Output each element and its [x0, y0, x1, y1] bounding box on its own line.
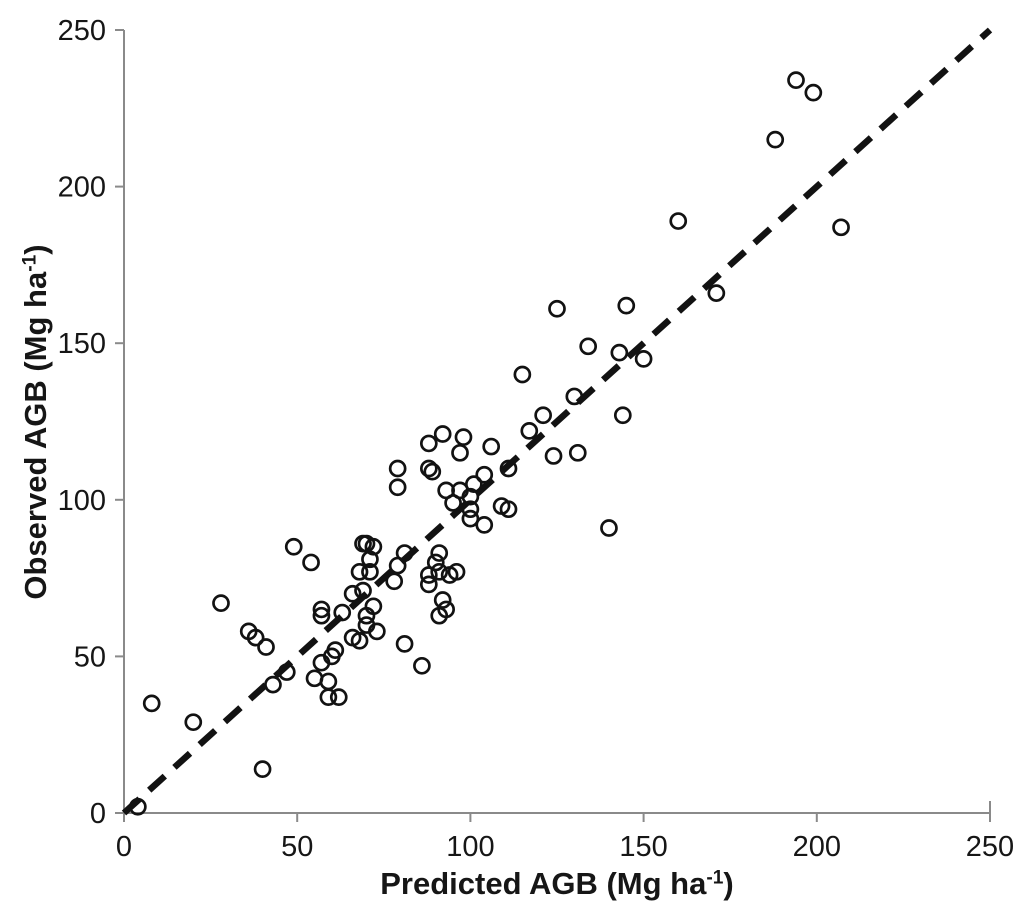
data-point-marker — [312, 606, 331, 625]
data-point-marker — [357, 606, 376, 625]
one-to-one-line — [121, 27, 993, 816]
data-point-marker — [385, 572, 404, 591]
data-point-marker — [461, 487, 480, 506]
y-tick-label: 250 — [58, 15, 106, 47]
data-point-marker — [499, 500, 518, 519]
data-point-marker — [302, 553, 320, 572]
x-tick-label: 0 — [116, 831, 132, 863]
data-point-marker — [451, 443, 469, 462]
data-point-marker — [544, 447, 563, 465]
y-tick-label: 150 — [58, 328, 106, 360]
data-point-marker — [361, 550, 379, 569]
data-point-marker — [419, 459, 438, 478]
data-point-marker — [433, 425, 452, 443]
x-tick-label: 150 — [619, 831, 667, 863]
data-point-marker — [804, 83, 823, 102]
data-point-marker — [669, 212, 688, 230]
data-point-marker — [832, 218, 850, 237]
data-point-marker — [312, 653, 331, 672]
data-point-marker — [513, 365, 532, 384]
data-point-marker — [482, 437, 501, 456]
data-point-marker — [284, 537, 303, 556]
data-point-marker — [610, 343, 629, 362]
data-point-marker — [617, 296, 636, 315]
data-point-marker — [787, 71, 805, 89]
data-point-marker — [568, 443, 587, 462]
data-point-marker — [257, 638, 275, 656]
data-point-marker — [368, 622, 386, 641]
x-axis-title-close: ) — [723, 866, 734, 901]
data-point-marker — [600, 519, 618, 537]
data-point-marker — [212, 594, 230, 613]
data-point-marker — [430, 544, 449, 562]
data-point-marker — [350, 562, 369, 581]
y-axis-title-text: Observed AGB (Mg ha — [18, 271, 53, 600]
data-point-marker — [319, 672, 338, 691]
data-point-marker — [413, 656, 431, 675]
data-point-marker — [454, 428, 473, 447]
x-tick-label: 200 — [793, 831, 841, 863]
data-point-marker — [419, 575, 438, 594]
data-point-marker — [461, 509, 480, 528]
x-axis-title: Predicted AGB (Mg ha-1) — [124, 866, 990, 902]
data-point-marker — [388, 478, 407, 497]
data-point-marker — [433, 591, 452, 609]
data-point-marker — [440, 566, 459, 584]
x-tick-label: 100 — [446, 831, 494, 863]
data-point-marker — [364, 537, 383, 556]
data-point-marker — [253, 760, 272, 779]
data-point-marker — [246, 628, 265, 647]
y-tick-label: 50 — [74, 641, 106, 673]
data-point-marker — [350, 631, 369, 650]
x-tick-label: 250 — [966, 831, 1014, 863]
data-point-marker — [329, 688, 348, 706]
data-point-marker — [312, 600, 331, 619]
data-point-marker — [579, 337, 598, 356]
data-point-marker — [548, 299, 566, 318]
data-point-marker — [264, 675, 282, 694]
data-point-marker — [707, 284, 726, 302]
data-point-marker — [419, 434, 438, 453]
y-tick-label: 0 — [90, 798, 106, 830]
data-point-marker — [184, 713, 203, 732]
data-point-marker — [430, 562, 449, 581]
data-point-marker — [395, 635, 414, 653]
data-point-marker — [634, 350, 653, 368]
data-point-marker — [319, 688, 338, 706]
y-axis-title-superscript: -1 — [19, 254, 41, 272]
data-point-marker — [419, 566, 438, 584]
x-axis-title-superscript: -1 — [706, 867, 724, 889]
data-point-marker — [142, 694, 161, 713]
data-point-marker — [444, 494, 462, 512]
y-axis-title-close: ) — [18, 244, 53, 255]
y-tick-label: 200 — [58, 172, 106, 204]
data-point-marker — [520, 422, 539, 440]
data-point-marker — [361, 562, 379, 581]
y-axis-title: Observed AGB (Mg ha-1) — [18, 244, 54, 599]
data-point-marker — [766, 130, 785, 149]
data-point-marker — [475, 516, 494, 534]
data-point-marker — [423, 462, 442, 481]
data-point-marker — [430, 606, 449, 625]
x-tick-label: 50 — [281, 831, 313, 863]
data-point-marker — [475, 465, 494, 484]
data-point-marker — [388, 459, 407, 478]
x-axis-title-text: Predicted AGB (Mg ha — [380, 866, 707, 901]
data-point-marker — [388, 556, 407, 575]
data-point-marker — [613, 406, 632, 425]
data-point-marker — [534, 406, 552, 425]
y-tick-label: 100 — [58, 485, 106, 517]
data-point-marker — [305, 669, 324, 688]
data-point-marker — [465, 475, 483, 493]
data-point-marker — [343, 584, 362, 603]
